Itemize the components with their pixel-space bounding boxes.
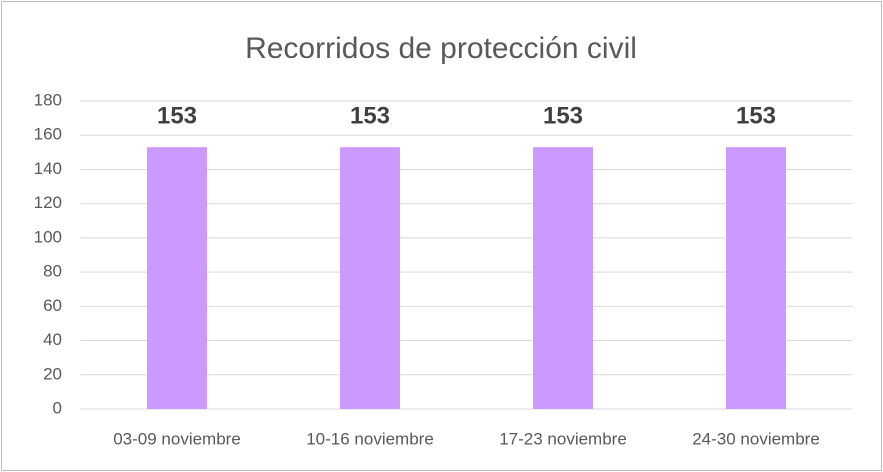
y-tick-label: 160 bbox=[34, 125, 62, 144]
y-tick-label: 120 bbox=[34, 193, 62, 212]
bar bbox=[340, 147, 400, 409]
y-tick-label: 140 bbox=[34, 159, 62, 178]
y-tick-label: 80 bbox=[43, 262, 62, 281]
chart-title: Recorridos de protección civil bbox=[245, 32, 637, 65]
bar bbox=[533, 147, 593, 409]
data-label: 153 bbox=[350, 103, 390, 130]
data-label: 153 bbox=[543, 103, 583, 130]
bar bbox=[147, 147, 207, 409]
bar bbox=[726, 147, 786, 409]
data-label: 153 bbox=[736, 103, 776, 130]
y-tick-label: 0 bbox=[53, 398, 62, 417]
x-tick-label: 03-09 noviembre bbox=[113, 429, 241, 448]
y-tick-label: 60 bbox=[43, 296, 62, 315]
x-tick-label: 17-23 noviembre bbox=[499, 429, 627, 448]
y-tick-label: 40 bbox=[43, 330, 62, 349]
y-tick-label: 180 bbox=[34, 90, 62, 109]
x-tick-label: 10-16 noviembre bbox=[306, 429, 434, 448]
y-tick-label: 20 bbox=[43, 364, 62, 383]
x-tick-label: 24-30 noviembre bbox=[692, 429, 820, 448]
y-tick-label: 100 bbox=[34, 227, 62, 246]
data-label: 153 bbox=[157, 103, 197, 130]
